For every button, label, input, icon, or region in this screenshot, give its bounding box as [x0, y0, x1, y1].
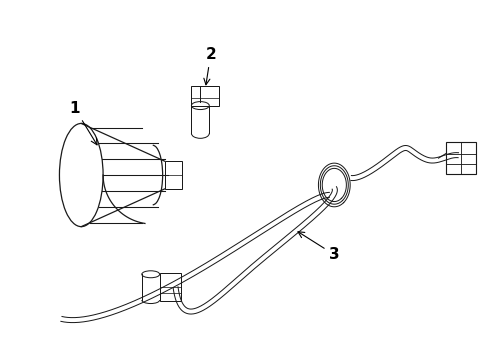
Bar	[164, 161, 182, 189]
Text: 1: 1	[69, 100, 97, 145]
Bar	[191, 86, 219, 105]
Text: 2: 2	[203, 47, 216, 85]
Bar	[160, 273, 181, 301]
Text: 3: 3	[297, 232, 339, 262]
Bar	[446, 142, 475, 174]
